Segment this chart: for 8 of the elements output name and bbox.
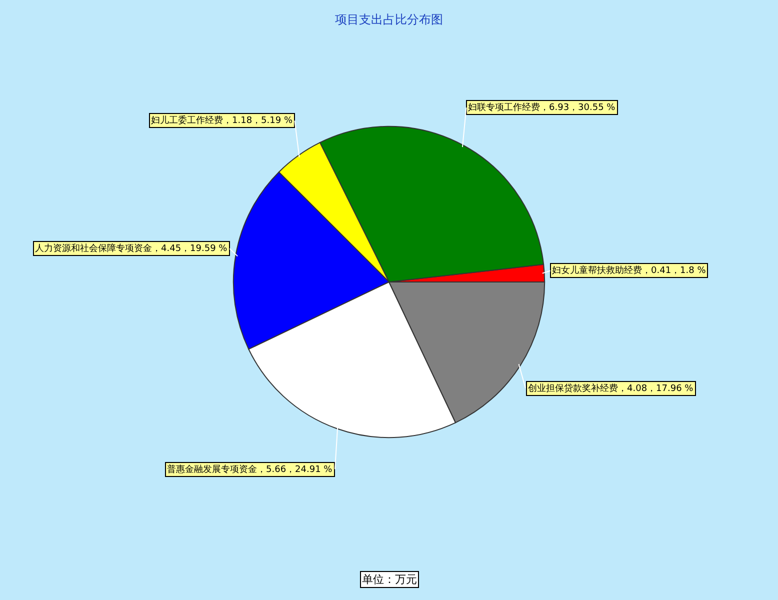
chart-title: 项目支出占比分布图 [335, 12, 443, 26]
slice-label: 人力资源和社会保障专项资金，4.45，19.59 % [35, 243, 228, 254]
slice-label: 妇女儿童帮扶救助经费，0.41，1.8 % [552, 265, 706, 276]
slice-label: 妇联专项工作经费，6.93，30.55 % [468, 102, 616, 113]
slice-label: 普惠金融发展专项资金，5.66，24.91 % [167, 464, 333, 475]
slice-label: 妇儿工委工作经费，1.18，5.19 % [151, 115, 293, 126]
slice-label: 创业担保贷款奖补经费，4.08，17.96 % [528, 383, 694, 394]
text: 单位：万元 [362, 573, 417, 586]
